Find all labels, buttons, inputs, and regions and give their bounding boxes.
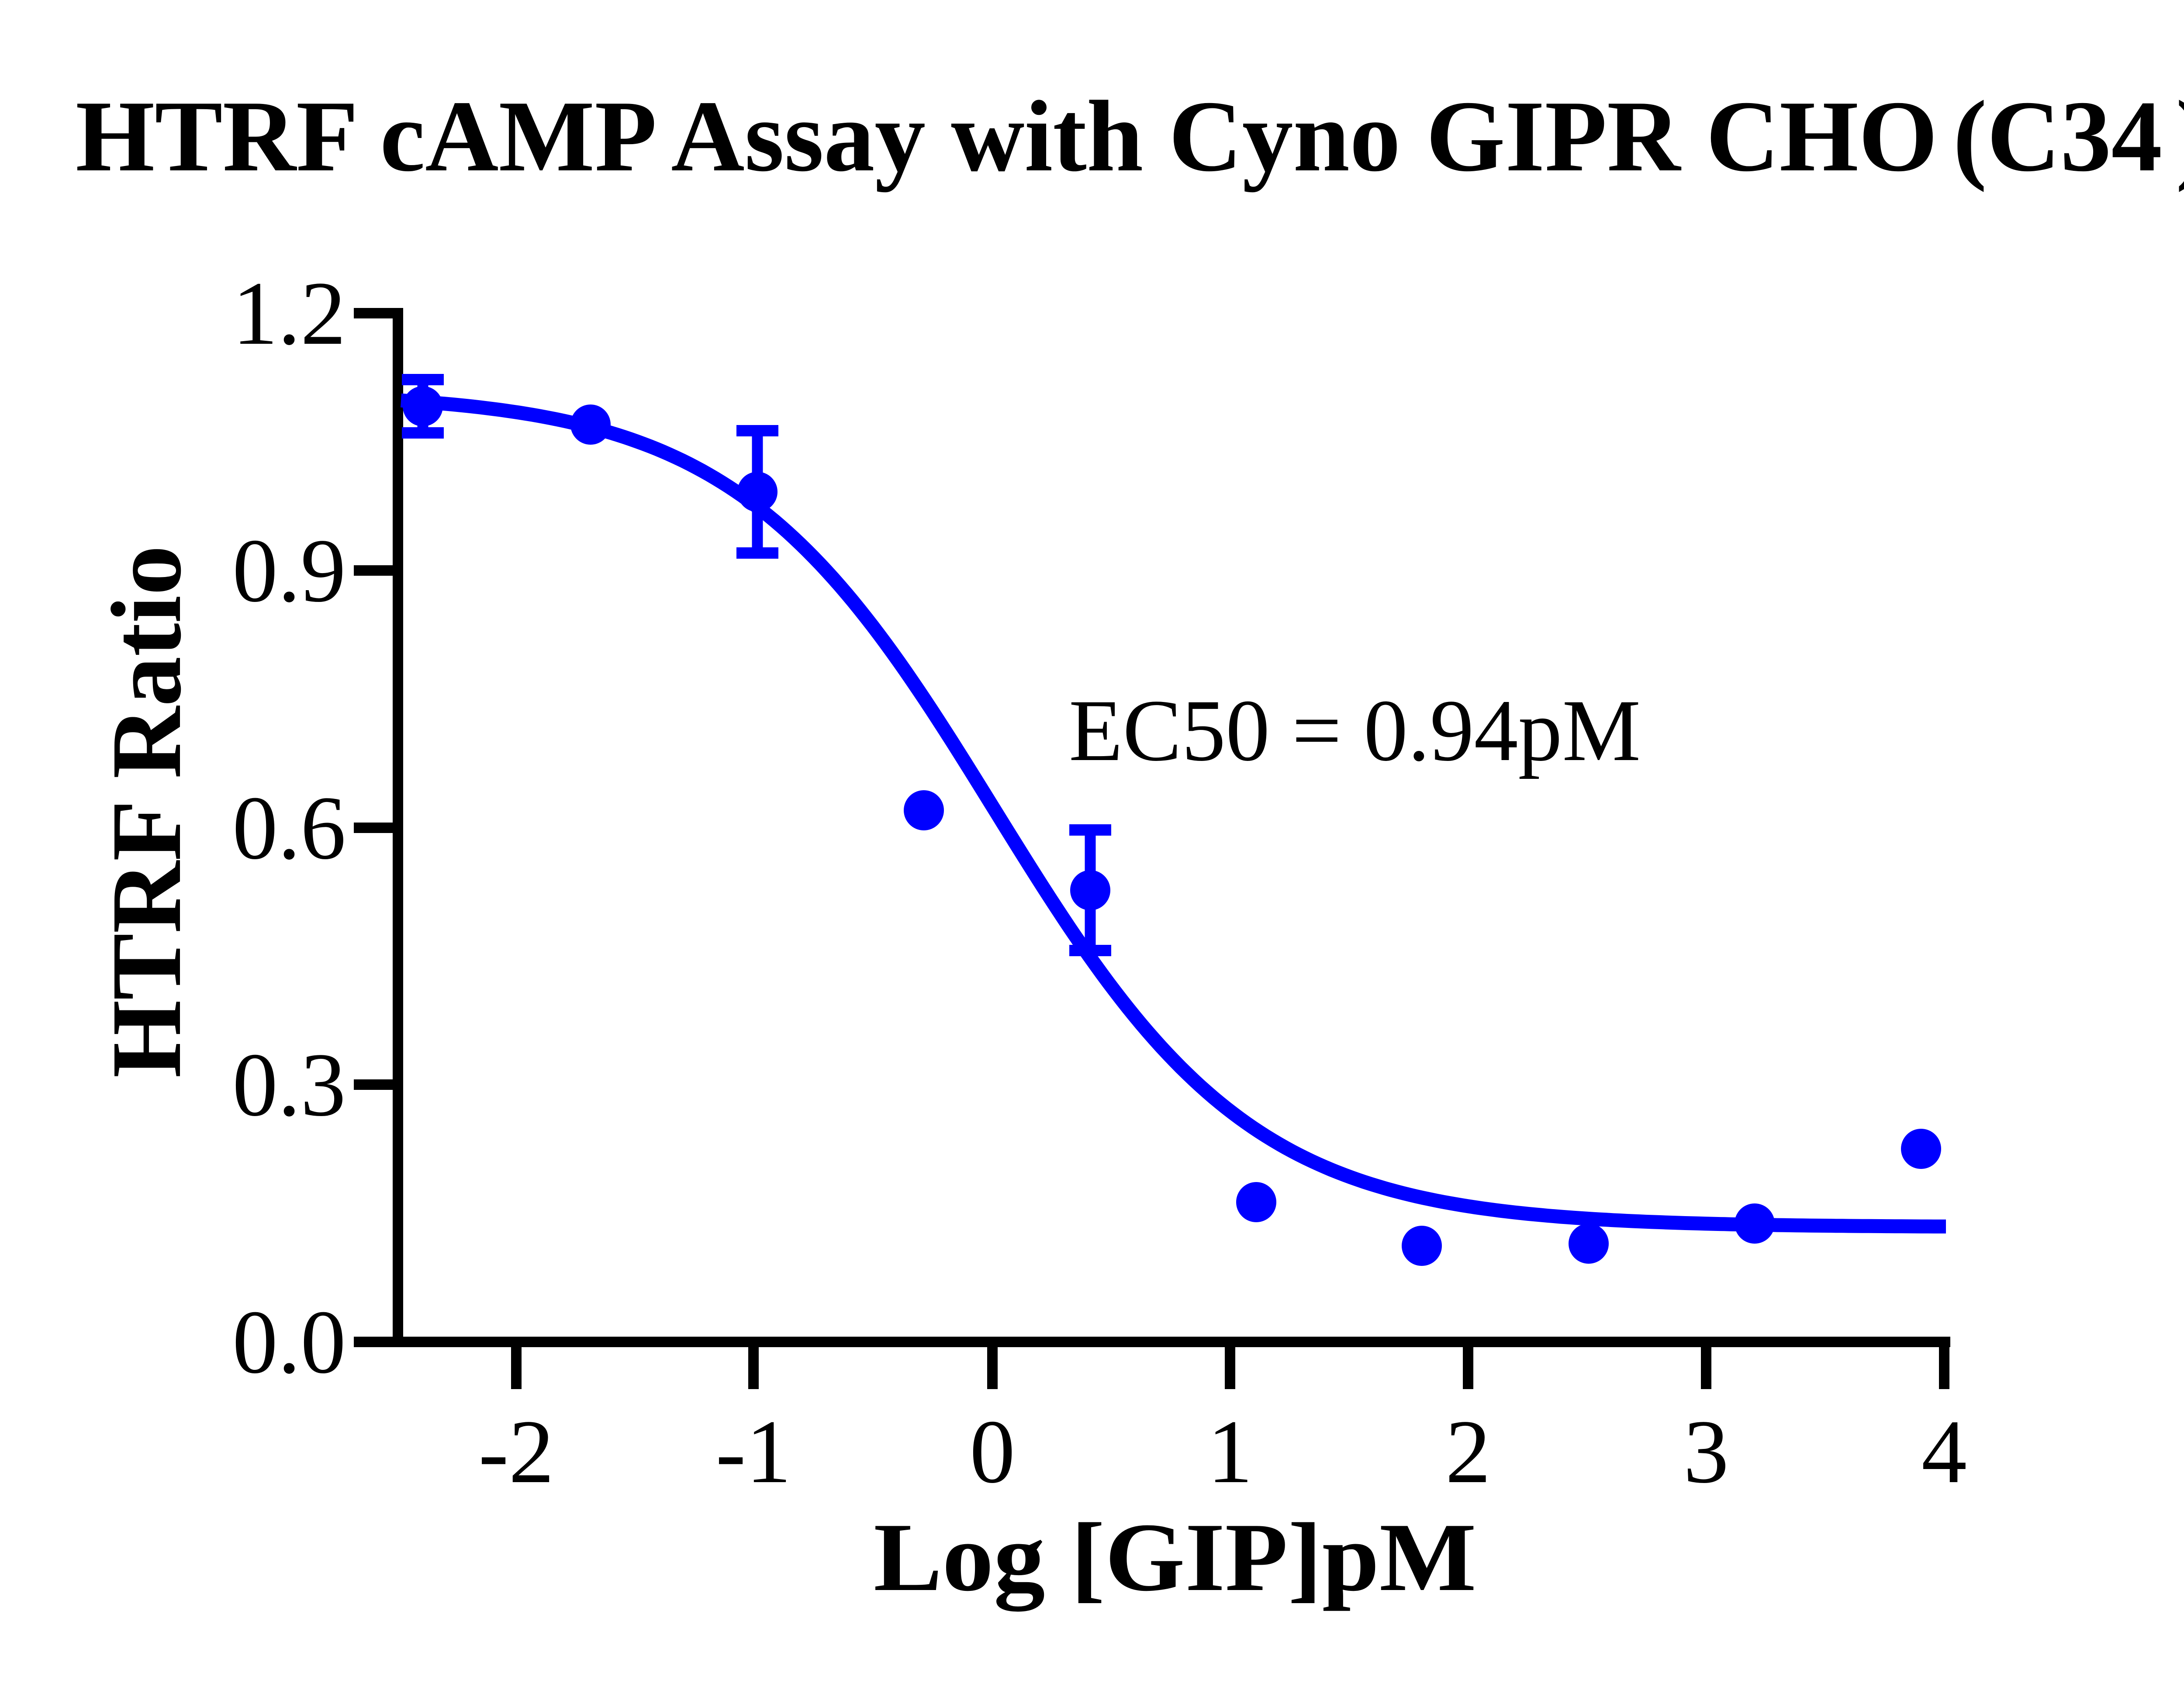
svg-text:0.0: 0.0 <box>232 1292 346 1392</box>
svg-text:EC50 = 0.94pM: EC50 = 0.94pM <box>1069 681 1641 779</box>
svg-text:0.6: 0.6 <box>232 778 346 878</box>
svg-text:1: 1 <box>1207 1401 1253 1502</box>
svg-text:4: 4 <box>1921 1401 1967 1502</box>
svg-text:HTRF cAMP Assay with Cyno GIPR: HTRF cAMP Assay with Cyno GIPR CHO(C34) <box>76 80 2184 193</box>
svg-text:2: 2 <box>1445 1401 1491 1502</box>
svg-text:0: 0 <box>970 1401 1015 1502</box>
svg-text:Log [GIP]pM: Log [GIP]pM <box>874 1503 1476 1612</box>
svg-text:HTRF Ratio: HTRF Ratio <box>91 545 202 1078</box>
svg-text:-1: -1 <box>715 1401 791 1502</box>
svg-text:-2: -2 <box>478 1401 554 1502</box>
svg-text:3: 3 <box>1683 1401 1729 1502</box>
svg-text:0.3: 0.3 <box>232 1034 346 1135</box>
svg-text:0.9: 0.9 <box>232 520 346 621</box>
svg-text:1.2: 1.2 <box>232 263 346 363</box>
